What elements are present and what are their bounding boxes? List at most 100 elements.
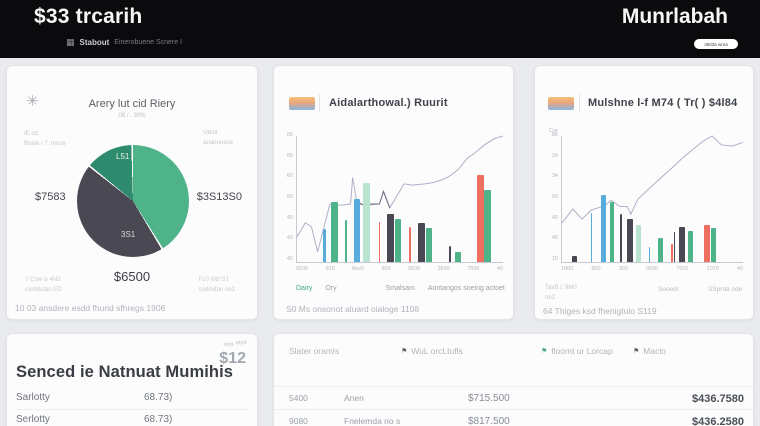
- x-tick-label: 3549: [437, 266, 450, 272]
- pie-chart[interactable]: [77, 145, 189, 257]
- pie-slice-label: 3S1: [121, 230, 136, 239]
- divider: [319, 94, 320, 112]
- trend-line: [562, 136, 743, 223]
- pie-slice-label: L51: [116, 152, 130, 161]
- x-tick-label: 300: [618, 266, 628, 272]
- column-header[interactable]: Slater oramls: [289, 346, 339, 356]
- x-axis-ticks: 1800 900 300 0000 7500 1079 40: [561, 266, 743, 272]
- divider: [579, 94, 580, 112]
- pie-footnote-right: F10 i06/'S1 coddutan ne3: [198, 277, 235, 293]
- pie-footnote-left: 7 Cow is 4N0 carddutan ED: [25, 277, 62, 293]
- combo-plot-2[interactable]: [561, 136, 743, 263]
- bar: [648, 246, 651, 262]
- y-tick-label: 60: [286, 173, 293, 180]
- x-tick-label: 0500: [408, 266, 421, 272]
- y-tick-label: 46: [551, 235, 558, 242]
- column-header[interactable]: ⚑ WuL orcLtufls: [401, 346, 463, 356]
- pie-callout-left: $7583: [35, 191, 66, 203]
- y-tick-label: 34: [551, 173, 558, 180]
- bar: [600, 195, 606, 262]
- summary-row[interactable]: Sarlotty 68.73): [7, 388, 257, 410]
- table-row[interactable]: 5400 Anen $715.500 $436.7580: [274, 386, 753, 409]
- legend-item[interactable]: Ory: [325, 285, 337, 292]
- table-cell: $715.500: [468, 393, 510, 404]
- trend-line: [297, 136, 503, 252]
- pie-left-note: IE cd Boste / 7 .mose: [24, 131, 66, 147]
- combo-plot-1[interactable]: [296, 136, 503, 263]
- bar: [673, 231, 676, 262]
- column-header[interactable]: ⚑ floomt ur Lorcap: [541, 346, 613, 356]
- sub-nav: ▦ Stabout Einerobuene Scnere I: [66, 37, 182, 48]
- bar: [455, 251, 461, 262]
- axis-corner-label: Cor: [549, 128, 558, 134]
- bar: [620, 214, 622, 262]
- y-tick-label: 86: [551, 132, 558, 138]
- bar: [710, 227, 717, 262]
- brand-title: Munrlabah: [621, 5, 728, 28]
- summary-title: Senced ie Natnuat Mumihis: [16, 363, 234, 381]
- bar: [635, 225, 642, 262]
- flag-icon: ⚑: [633, 347, 640, 355]
- bar: [687, 230, 694, 262]
- x-tick-label: 40: [496, 266, 503, 272]
- bar: [679, 226, 686, 262]
- pie-callout-right: $3S13S0: [196, 191, 242, 203]
- table-row[interactable]: 9080 Fnelemda no s $817.500 $436.2580: [274, 409, 753, 426]
- grid-icon: ▦: [66, 37, 75, 47]
- summary-row[interactable]: Serlotty 68.73): [7, 410, 257, 426]
- table-cell: Fnelemda no s: [344, 416, 401, 426]
- bar: [627, 219, 633, 262]
- y-tick-label: 34: [551, 152, 558, 159]
- bar: [449, 245, 452, 262]
- y-tick-label: 42: [286, 235, 293, 242]
- flag-icon: ⚑: [541, 347, 548, 355]
- combo-chart-card-2: Mulshne l-f M74 ( Tr( ) $4l84 Cor 86 34 34…: [534, 65, 754, 320]
- column-header-label: Maclo: [643, 346, 666, 356]
- column-header[interactable]: ⚑ Maclo: [633, 346, 666, 356]
- combo1-legend: Dairy Ory Smalsam Aontangos soeing actoet: [296, 285, 505, 292]
- column-header-label: Slater oramls: [289, 346, 340, 356]
- x-tick-label: 1800: [561, 266, 574, 272]
- pie-card-title: Arery lut cid Riery: [88, 98, 176, 110]
- y-tick-label: 45: [286, 255, 293, 262]
- x-tick-label: 8ev5: [352, 266, 365, 272]
- bar: [572, 255, 577, 262]
- pie-callout-bottom: $6500: [113, 269, 151, 284]
- bar: [344, 220, 347, 262]
- header-pill-button[interactable]: 3603a wrna: [694, 39, 738, 49]
- column-header-label: floomt ur Lorcap: [551, 346, 613, 356]
- x-tick-label: 0000: [645, 266, 659, 272]
- table-body: 5400 Anen $715.500 $436.7580 9080 Fnelemda no…: [274, 386, 753, 426]
- page-title: $33 trcarih: [34, 5, 143, 28]
- bar: [590, 212, 593, 262]
- x-tick-label: 1079: [706, 266, 719, 272]
- table-cell: 5400: [289, 393, 308, 403]
- bar: [704, 225, 710, 262]
- gradient-swatch-icon: [548, 97, 574, 110]
- bar: [330, 201, 338, 262]
- y-tick-label: 15: [551, 255, 558, 262]
- badge-note: swy, Myd: [224, 339, 248, 349]
- combo-card-1-title: Aidalarthowal.) Ruurit: [329, 97, 448, 109]
- legend-item[interactable]: Aontangos soeing actoet: [427, 285, 505, 292]
- combo2-footnote-1: TavB /, 9M0 ne3: [545, 285, 577, 301]
- bar: [362, 182, 370, 262]
- y-tick-label: 50: [551, 193, 558, 200]
- bar: [409, 226, 412, 262]
- bar: [484, 190, 491, 262]
- app-name: Stabout: [79, 38, 110, 47]
- top-header: $33 trcarih Munrlabah ▦ Stabout Einerobu…: [0, 0, 760, 58]
- gradient-swatch-icon: [289, 97, 315, 110]
- legend-item[interactable]: Dairy: [296, 285, 313, 292]
- y-tick-label: 85: [286, 132, 293, 138]
- legend-item[interactable]: Smalsam: [385, 285, 415, 292]
- bar: [323, 229, 326, 262]
- combo-card-1-status-line: S0 Ms onsonot aluard oialoge 1108: [286, 304, 420, 314]
- bar: [353, 199, 361, 262]
- bar: [387, 214, 394, 262]
- summary-row-value: 68.73): [144, 392, 173, 403]
- summary-row-label: Serlotty: [16, 414, 50, 425]
- x-axis-ticks: 0536 915 8ev5 959 0500 3549 7500 40: [296, 266, 503, 272]
- pie-card-status-line: 10 03 ansdere esdd fhurid sfhregs 1906: [15, 303, 166, 313]
- column-header-label: WuL orcLtufls: [411, 346, 463, 356]
